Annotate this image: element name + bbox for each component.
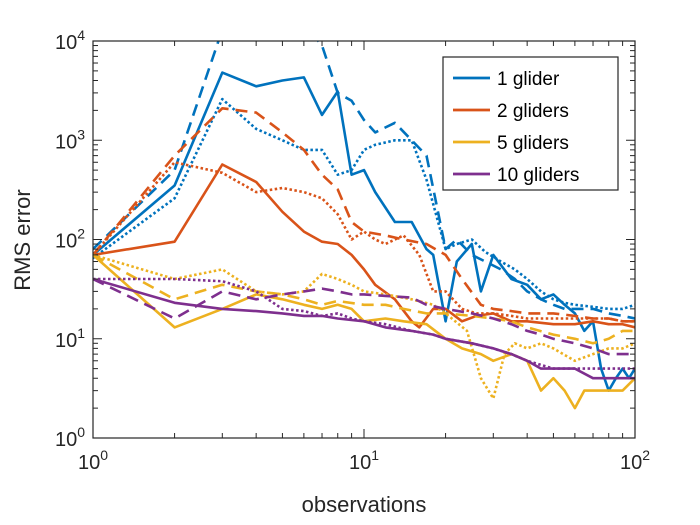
y-tick-label-2-base: 10 [55,231,77,253]
series-line-1 [93,71,635,392]
y-tick-label-1-exponent: 1 [77,325,85,341]
x-tick-label-0-exponent: 0 [100,447,108,463]
axes-box [92,40,636,439]
series-line-4 [93,163,635,329]
y-tick-label-2: 102 [55,226,85,253]
x-tick-label-1: 101 [349,447,379,474]
y-tick-label-0: 100 [55,424,85,451]
y-tick-label-4-base: 10 [55,32,77,54]
x-tick-label-2-exponent: 2 [642,447,650,463]
y-tick-label-4-exponent: 4 [77,27,85,43]
x-tick-label-1-base: 10 [349,452,371,474]
series-line-11 [93,277,635,356]
y-tick-label-1-base: 10 [55,330,77,352]
y-tick-label-3-base: 10 [55,131,77,153]
series-layer [93,41,635,410]
series-line-7 [93,253,635,410]
y-tick-label-1: 101 [55,325,85,352]
y-axis-label: RMS error [10,189,35,290]
legend-label-1: 1 glider [497,69,560,90]
series-line-3 [93,97,635,311]
x-tick-label-2-base: 10 [620,452,642,474]
x-tick-label-2: 102 [620,447,650,474]
legend-label-2: 2 gliders [497,101,569,122]
y-tick-label-4: 104 [55,27,85,54]
series-line-12 [93,277,635,370]
x-axis-label: observations [302,492,427,517]
y-tick-label-2-exponent: 2 [77,226,85,242]
y-tick-label-0-exponent: 0 [77,424,85,440]
y-tick-label-3-exponent: 3 [77,126,85,142]
y-tick-label-3: 103 [55,126,85,153]
x-tick-label-0-base: 10 [78,452,100,474]
series-line-5 [93,107,635,323]
legend-label-4: 10 gliders [497,165,579,186]
x-tick-label-0: 100 [78,447,108,474]
y-tick-label-0-base: 10 [55,429,77,451]
series-line-2 [93,41,635,320]
legend: 1 glider 2 gliders 5 gliders 10 gliders [442,56,619,191]
series-line-6 [93,161,635,323]
legend-label-3: 5 gliders [497,133,569,154]
x-tick-label-1-exponent: 1 [371,447,379,463]
